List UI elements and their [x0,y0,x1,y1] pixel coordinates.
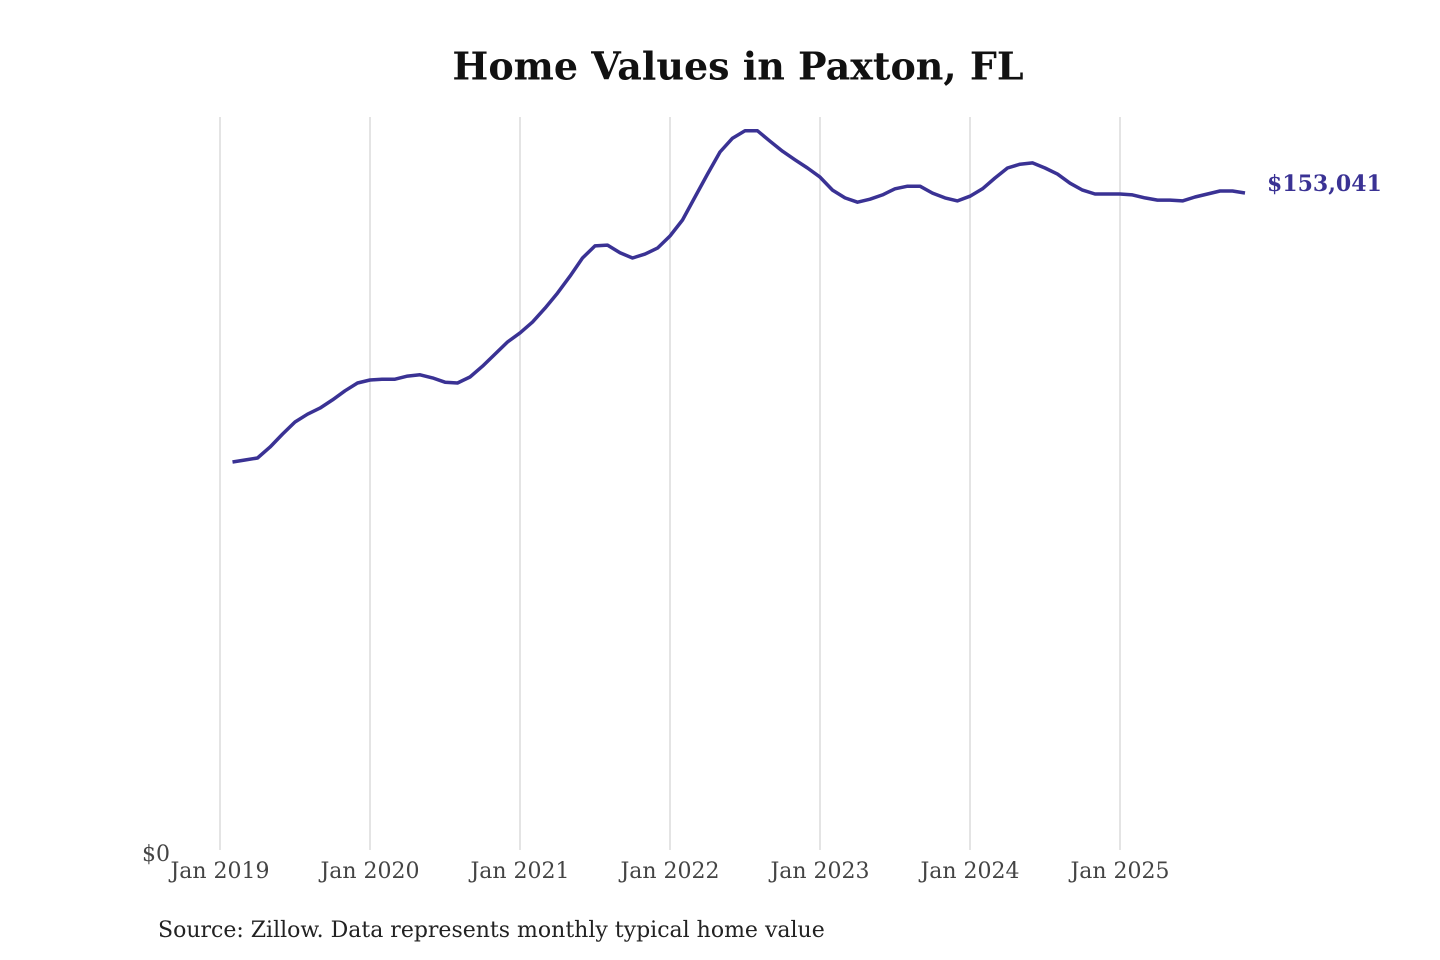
x-tick-label: Jan 2025 [1068,859,1169,884]
x-tick-label: Jan 2023 [768,859,869,884]
chart-title: Home Values in Paxton, FL [452,44,1023,89]
y-tick-label: $0 [142,842,170,867]
x-tick-label: Jan 2024 [918,859,1019,884]
end-label: $153,041 [1267,171,1382,197]
source-note: Source: Zillow. Data represents monthly … [158,918,825,943]
x-tick-label: Jan 2022 [618,859,719,884]
line [232,129,1246,464]
x-tick-label: Jan 2019 [168,859,269,884]
x-tick-label: Jan 2021 [468,859,569,884]
x-tick-label: Jan 2020 [318,859,419,884]
